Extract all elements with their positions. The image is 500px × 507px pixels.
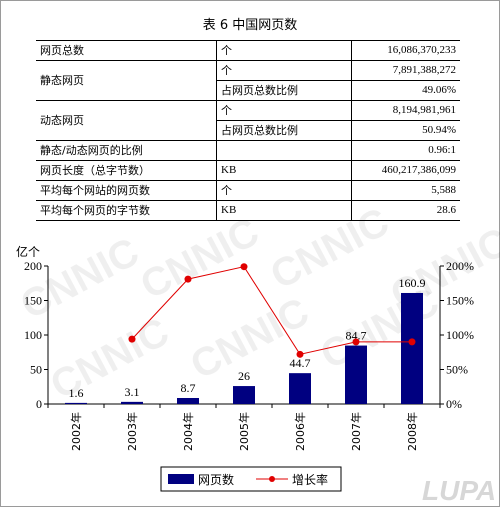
y2-tick-label: 100% — [446, 328, 474, 342]
bar-value-label: 3.1 — [125, 385, 140, 399]
row-name: 静态/动态网页的比例 — [36, 140, 217, 161]
row-unit: KB — [216, 200, 352, 221]
row-value: 16,086,370,233 — [351, 40, 460, 61]
growth-point — [408, 338, 416, 346]
legend-swatch-bar — [168, 474, 194, 484]
row-unit: 占网页总数比例 — [216, 80, 352, 101]
growth-point — [240, 263, 248, 271]
stats-table: 网页总数 个 16,086,370,233 静态网页 个 7,891,388,2… — [36, 40, 460, 221]
x-tick-labels: 2002年 2003年 2004年 2005年 2006年 2007年 2008年 — [69, 412, 419, 451]
x-tick-label: 2002年 — [69, 412, 83, 451]
watermark-text: CNNIC — [264, 200, 397, 298]
bar-labels: 1.6 3.1 8.7 26 44.7 84.7 160.9 — [69, 276, 426, 400]
bar-value-label: 1.6 — [69, 386, 84, 400]
row-name: 网页总数 — [36, 40, 217, 61]
bar — [121, 401, 143, 404]
legend-label-bar: 网页数 — [198, 472, 234, 487]
table-row: 占网页总数比例 50.94% — [36, 120, 460, 141]
lupa-logo: LUPA — [422, 475, 496, 506]
bar-value-label: 8.7 — [181, 381, 196, 395]
chart-axes: 0 50 100 150 200 0% 50% 100% 150% 200% — [24, 259, 474, 411]
legend-marker-line — [269, 476, 275, 482]
table-row: 网页总数 个 16,086,370,233 — [36, 40, 460, 61]
row-value: 49.06% — [351, 80, 460, 101]
x-tick-label: 2007年 — [349, 412, 363, 451]
y2-tick-label: 200% — [446, 259, 474, 273]
watermark-text: CNNIC — [314, 280, 447, 378]
watermark-text: CNNIC — [134, 210, 267, 308]
bar-value-label: 84.7 — [346, 329, 367, 343]
line-series — [128, 263, 416, 358]
row-name: 网页长度（总字节数） — [36, 160, 217, 181]
table-row: 静态网页 个 7,891,388,272 — [36, 60, 460, 101]
bar — [177, 397, 199, 404]
growth-point — [128, 335, 136, 343]
y2-tick-label: 50% — [446, 363, 468, 377]
row-unit: 占网页总数比例 — [216, 120, 352, 141]
y-tick-label: 100 — [24, 328, 42, 342]
bar-value-label: 44.7 — [290, 356, 311, 370]
table-title: 表 6 中国网页数 — [202, 18, 298, 33]
bar — [401, 292, 423, 404]
y-tick-label: 200 — [24, 259, 42, 273]
table-row: 占网页总数比例 49.06% — [36, 80, 460, 101]
bar-series — [65, 292, 423, 404]
legend-label-line: 增长率 — [292, 472, 328, 487]
row-name: 平均每个网页的字节数 — [36, 200, 217, 221]
growth-point — [184, 275, 192, 283]
bar-value-label: 26 — [238, 369, 250, 383]
growth-point — [352, 338, 360, 346]
y2-tick-label: 0% — [446, 397, 462, 411]
y-unit-label: 亿个 — [16, 244, 40, 259]
x-tick-label: 2006年 — [293, 412, 307, 451]
y-tick-label: 0 — [36, 397, 42, 411]
watermark-text: CNNIC — [44, 310, 177, 408]
x-tick-label: 2003年 — [125, 412, 139, 451]
bar — [345, 345, 367, 404]
y-tick-label: 50 — [30, 363, 42, 377]
row-name: 平均每个网站的网页数 — [36, 180, 217, 201]
row-value: 28.6 — [351, 200, 460, 221]
legend: 网页数 增长率 — [160, 466, 342, 492]
bar-value-label: 160.9 — [399, 276, 426, 290]
bar — [65, 402, 87, 404]
table-row: 动态网页 个 8,194,981,961 — [36, 100, 460, 141]
bar — [233, 386, 255, 404]
bar — [289, 373, 311, 404]
growth-point — [296, 350, 304, 358]
growth-line — [131, 266, 412, 355]
row-value: 50.94% — [351, 120, 460, 141]
row-name: 动态网页 — [36, 100, 217, 141]
table-row: 平均每个网页的字节数 KB 28.6 — [36, 200, 460, 221]
table-row: 静态/动态网页的比例 0.96:1 — [36, 140, 460, 161]
y-tick-label: 150 — [24, 294, 42, 308]
y2-tick-label: 150% — [446, 294, 474, 308]
table-row: 平均每个网站的网页数 个 5,588 — [36, 180, 460, 201]
x-tick-label: 2008年 — [405, 412, 419, 451]
x-tick-label: 2005年 — [237, 412, 251, 451]
x-tick-label: 2004年 — [181, 412, 195, 451]
row-value: 8,194,981,961 — [351, 100, 460, 121]
